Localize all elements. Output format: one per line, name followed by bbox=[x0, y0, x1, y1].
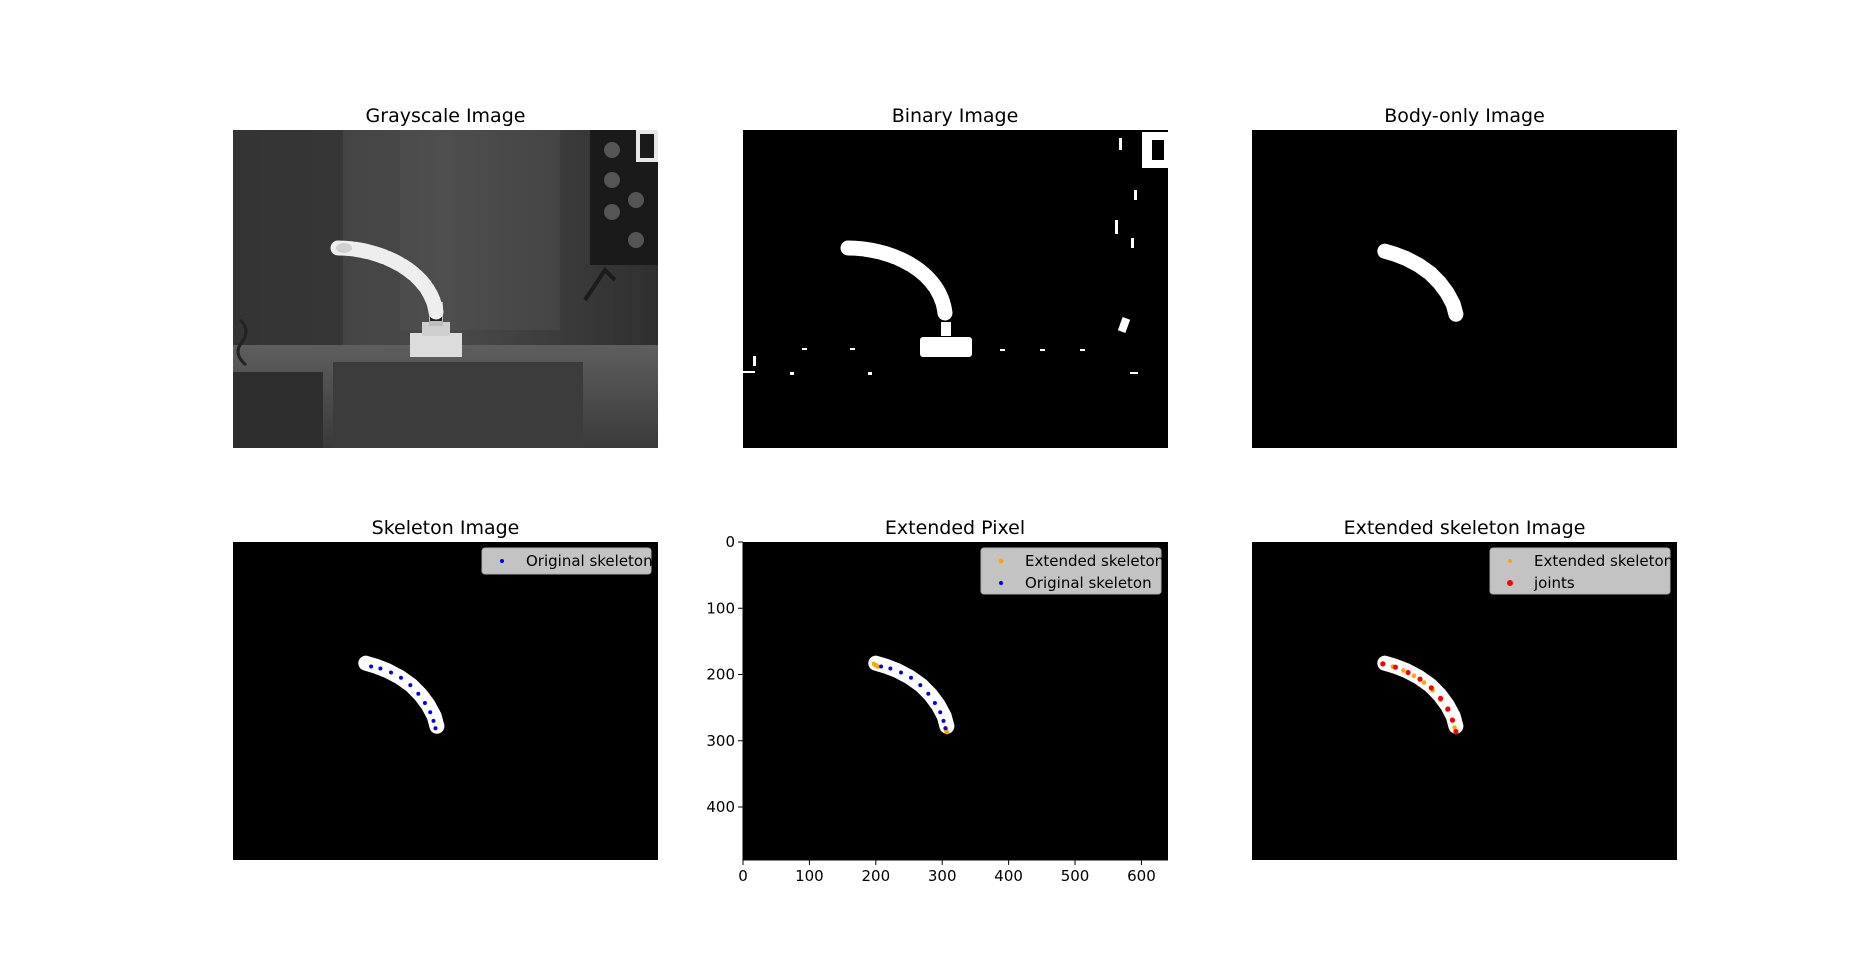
skeleton-points bbox=[369, 664, 438, 731]
extended-skeleton-points bbox=[1380, 661, 1459, 735]
panel-extended-pixel: Extended Pixel 0 100 200 300 400 500 600 0 100 2… bbox=[706, 517, 1168, 885]
legend-label-extended-skeleton: Extended skeleton bbox=[1025, 552, 1164, 570]
original-skeleton-point bbox=[918, 683, 923, 688]
original-skeleton-point bbox=[389, 670, 393, 675]
panel-body-only: Body-only Image bbox=[1252, 105, 1677, 448]
extended-pixel-image-area bbox=[743, 542, 1168, 860]
original-skeleton-point bbox=[926, 691, 931, 696]
legend-marker-original-skeleton bbox=[999, 581, 1003, 585]
legend-marker-extended-skeleton bbox=[998, 558, 1004, 564]
x-tick-label: 400 bbox=[994, 867, 1023, 885]
panel-extended-pixel-title: Extended Pixel bbox=[885, 517, 1025, 539]
original-skeleton-point bbox=[899, 670, 903, 675]
extended-skeleton-point bbox=[944, 729, 950, 735]
original-skeleton-point bbox=[399, 675, 403, 680]
y-tick-label: 100 bbox=[706, 599, 735, 617]
legend-label-joints: joints bbox=[1533, 574, 1575, 592]
joints-point bbox=[1449, 717, 1456, 723]
body-only-image-area bbox=[1252, 130, 1677, 448]
extended-skeleton-point bbox=[1452, 725, 1457, 730]
joints-point bbox=[1453, 728, 1459, 735]
extended-skeleton-image-area bbox=[1252, 542, 1677, 860]
panel-body-only-title: Body-only Image bbox=[1384, 105, 1545, 127]
panel-binary-title: Binary Image bbox=[892, 105, 1019, 127]
joints-point bbox=[1445, 706, 1451, 712]
extended-skeleton-point bbox=[1421, 680, 1427, 685]
joints-point bbox=[1417, 676, 1423, 682]
legend-marker-extended-skeleton bbox=[1508, 559, 1512, 563]
panel-extended-skeleton-title: Extended skeleton Image bbox=[1344, 517, 1586, 539]
original-skeleton-point bbox=[879, 664, 884, 669]
panel-skeleton: Skeleton Image Original skeleton bbox=[233, 517, 658, 860]
panel-binary: Binary Image bbox=[743, 105, 1168, 448]
legend: Extended skeleton Original skeleton bbox=[980, 547, 1164, 595]
original-skeleton-point bbox=[428, 710, 433, 715]
extended-pixel-points bbox=[871, 661, 950, 735]
joints-point bbox=[1428, 685, 1434, 691]
joints-point bbox=[1380, 661, 1386, 667]
binary-mask bbox=[743, 132, 1168, 375]
extended-skeleton-point bbox=[875, 664, 881, 669]
legend: Original skeleton bbox=[481, 547, 653, 575]
x-tick-label: 600 bbox=[1127, 867, 1156, 885]
y-axis: 0 100 200 300 400 bbox=[706, 533, 744, 860]
original-skeleton-point bbox=[433, 726, 438, 731]
legend-label-original-skeleton: Original skeleton bbox=[526, 552, 653, 570]
y-tick-label: 200 bbox=[706, 666, 735, 684]
legend-marker-original-skeleton bbox=[500, 559, 504, 563]
panel-extended-skeleton: Extended skeleton Image Extended skeleto… bbox=[1252, 517, 1677, 860]
binary-image-area bbox=[743, 130, 1168, 448]
joints-point bbox=[1392, 664, 1398, 670]
original-skeleton-point bbox=[943, 726, 948, 731]
panel-grayscale-title: Grayscale Image bbox=[366, 105, 526, 127]
skeleton-image-area bbox=[233, 542, 658, 860]
y-tick-label: 300 bbox=[706, 732, 735, 750]
body-mask bbox=[1377, 243, 1464, 322]
panel-skeleton-title: Skeleton Image bbox=[372, 517, 520, 539]
x-tick-label: 100 bbox=[795, 867, 824, 885]
original-skeleton-point bbox=[932, 701, 937, 705]
extended-skeleton-point bbox=[1411, 673, 1417, 679]
x-tick-label: 200 bbox=[861, 867, 890, 885]
joints-point bbox=[1438, 695, 1444, 702]
original-skeleton-point bbox=[416, 691, 421, 696]
original-skeleton-point bbox=[369, 664, 374, 669]
x-tick-label: 300 bbox=[928, 867, 957, 885]
legend-marker-joints bbox=[1507, 580, 1513, 586]
original-skeleton-point bbox=[408, 683, 413, 688]
panel-grayscale: Grayscale Image bbox=[233, 105, 658, 448]
legend-label-extended-skeleton: Extended skeleton bbox=[1534, 552, 1673, 570]
original-skeleton-point bbox=[938, 710, 943, 715]
y-tick-label: 0 bbox=[725, 533, 735, 551]
x-tick-label: 500 bbox=[1061, 867, 1090, 885]
legend-label-original-skeleton: Original skeleton bbox=[1025, 574, 1152, 592]
original-skeleton-point bbox=[888, 666, 893, 671]
x-tick-label: 0 bbox=[738, 867, 748, 885]
original-skeleton-point bbox=[431, 718, 436, 723]
joints-point bbox=[1405, 669, 1411, 676]
grayscale-photo bbox=[233, 130, 658, 448]
x-axis: 0 100 200 300 400 500 600 bbox=[738, 859, 1168, 885]
extended-skeleton-point bbox=[1401, 668, 1406, 673]
legend: Extended skeleton joints bbox=[1489, 547, 1673, 595]
body-mask bbox=[1377, 655, 1464, 734]
original-skeleton-point bbox=[909, 675, 913, 680]
original-skeleton-point bbox=[422, 701, 427, 705]
original-skeleton-point bbox=[378, 666, 383, 671]
y-tick-label: 400 bbox=[706, 798, 735, 816]
original-skeleton-point bbox=[941, 718, 946, 723]
